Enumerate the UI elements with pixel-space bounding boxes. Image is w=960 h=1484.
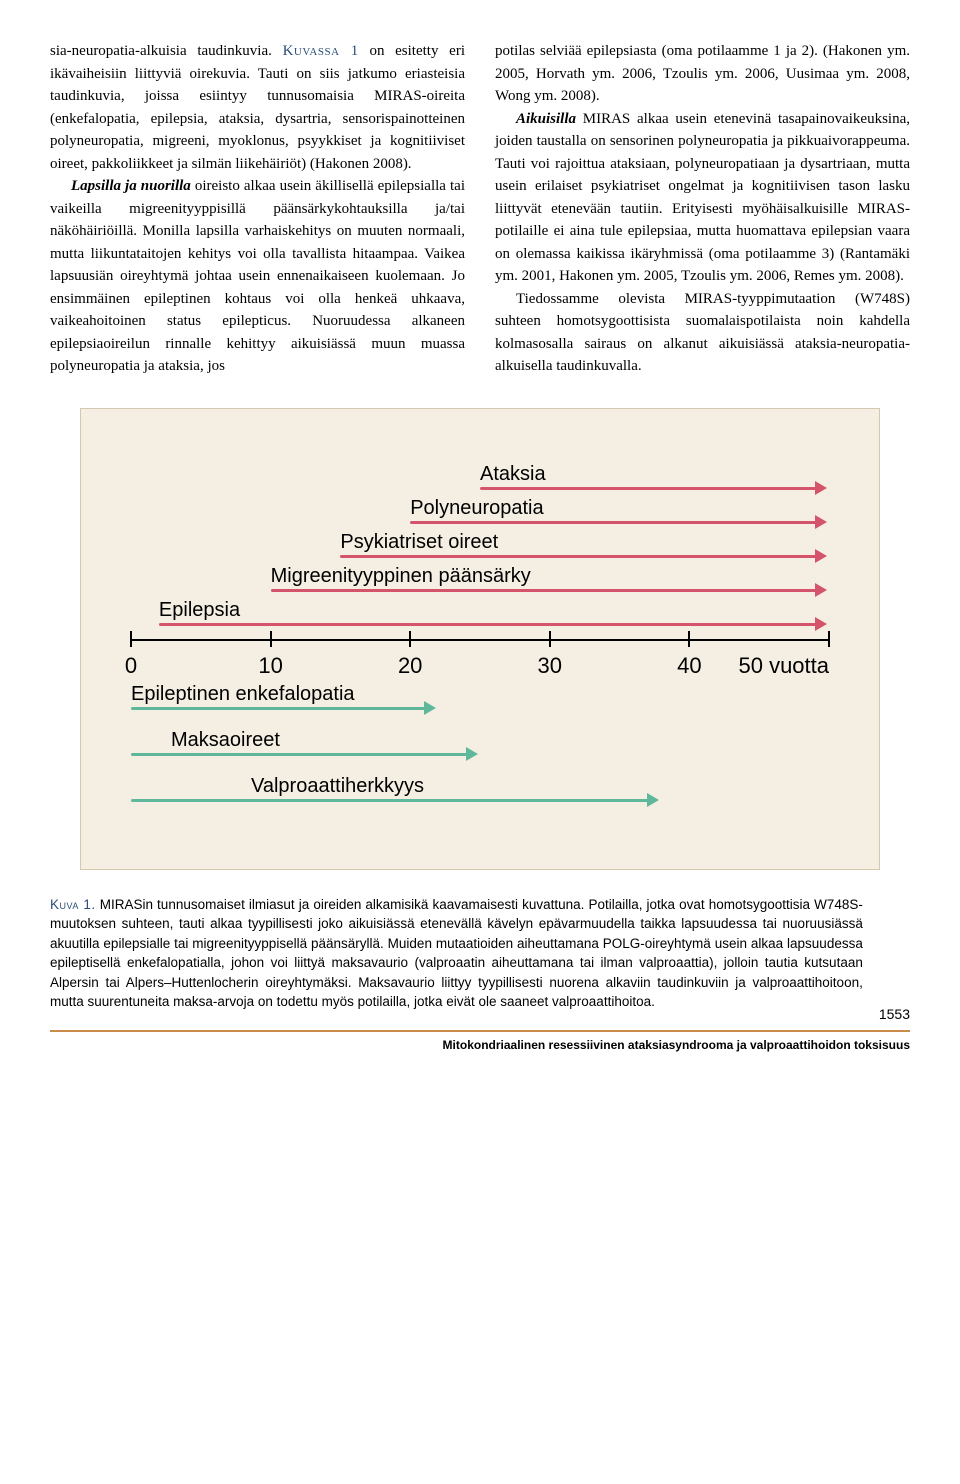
tick-label: 50 vuotta (738, 653, 829, 679)
bar-label: Psykiatriset oireet (340, 531, 498, 554)
tick (130, 631, 132, 647)
right-column: potilas selviää epilepsiasta (oma potila… (495, 40, 910, 378)
text-seg: Tiedossamme olevista MIRAS-tyyppimutaati… (495, 291, 910, 375)
bar-arrow (131, 707, 426, 710)
right-paragraph-2: Aikuisilla MIRAS alkaa usein etenevinä t… (495, 108, 910, 288)
tick (688, 631, 690, 647)
caption-text: MIRASin tunnusomaiset ilmiasut ja oireid… (50, 897, 863, 1010)
right-paragraph-3: Tiedossamme olevista MIRAS-tyyppimutaati… (495, 288, 910, 378)
text-seg: potilas selviää epilepsiasta (oma potila… (495, 43, 910, 104)
bar-arrow (271, 589, 817, 592)
caption-label: Kuva 1. (50, 897, 96, 912)
bar-label: Valproaattiherkkyys (251, 775, 424, 798)
bar-arrow (159, 623, 817, 626)
bar-label: Epilepsia (159, 599, 240, 622)
tick-label: 40 (677, 653, 701, 679)
page-number: 1553 (879, 1006, 910, 1022)
figure-1-caption: Kuva 1. MIRASin tunnusomaiset ilmiasut j… (50, 895, 863, 1022)
bar-arrow (131, 799, 649, 802)
text-seg: on esitetty eri ikävaiheisiin liittyviä … (50, 43, 465, 172)
left-paragraph-2: Lapsilla ja nuorilla oireisto alkaa usei… (50, 175, 465, 378)
figure-ref: Kuvassa 1 (283, 43, 359, 59)
tick (828, 631, 830, 647)
bar-arrow (131, 753, 468, 756)
left-paragraph-1: sia-neuropatia-alkuisia taudinkuvia. Kuv… (50, 40, 465, 175)
x-axis: 01020304050 vuotta (131, 639, 829, 641)
bar-label: Migreenityyppinen päänsärky (271, 565, 531, 588)
bar-arrow (410, 521, 817, 524)
tick-label: 0 (125, 653, 137, 679)
para-lead: Aikuisilla (516, 111, 576, 127)
tick-label: 30 (538, 653, 562, 679)
bar-label: Polyneuropatia (410, 497, 543, 520)
para-lead: Lapsilla ja nuorilla (71, 178, 191, 194)
right-paragraph-1: potilas selviää epilepsiasta (oma potila… (495, 40, 910, 108)
text-seg: oireisto alkaa usein äkillisellä epileps… (50, 178, 465, 374)
bar-arrow (340, 555, 817, 558)
tick (549, 631, 551, 647)
text-seg: sia-neuropatia-alkuisia taudinkuvia. (50, 43, 283, 59)
tick (270, 631, 272, 647)
bar-arrow (480, 487, 817, 490)
bar-label: Maksaoireet (171, 729, 280, 752)
footer-title: Mitokondriaalinen resessiivinen ataksias… (50, 1030, 910, 1052)
tick-label: 20 (398, 653, 422, 679)
timeline-chart: Ataksia Polyneuropatia Psykiatriset oireet… (131, 444, 829, 824)
tick-label: 10 (258, 653, 282, 679)
tick (409, 631, 411, 647)
text-seg: MIRAS alkaa usein etenevinä tasapainovai… (495, 111, 910, 285)
bar-label: Ataksia (480, 463, 546, 486)
left-column: sia-neuropatia-alkuisia taudinkuvia. Kuv… (50, 40, 465, 378)
bar-label: Epileptinen enkefalopatia (131, 683, 355, 706)
figure-1-box: Ataksia Polyneuropatia Psykiatriset oireet… (80, 408, 880, 870)
